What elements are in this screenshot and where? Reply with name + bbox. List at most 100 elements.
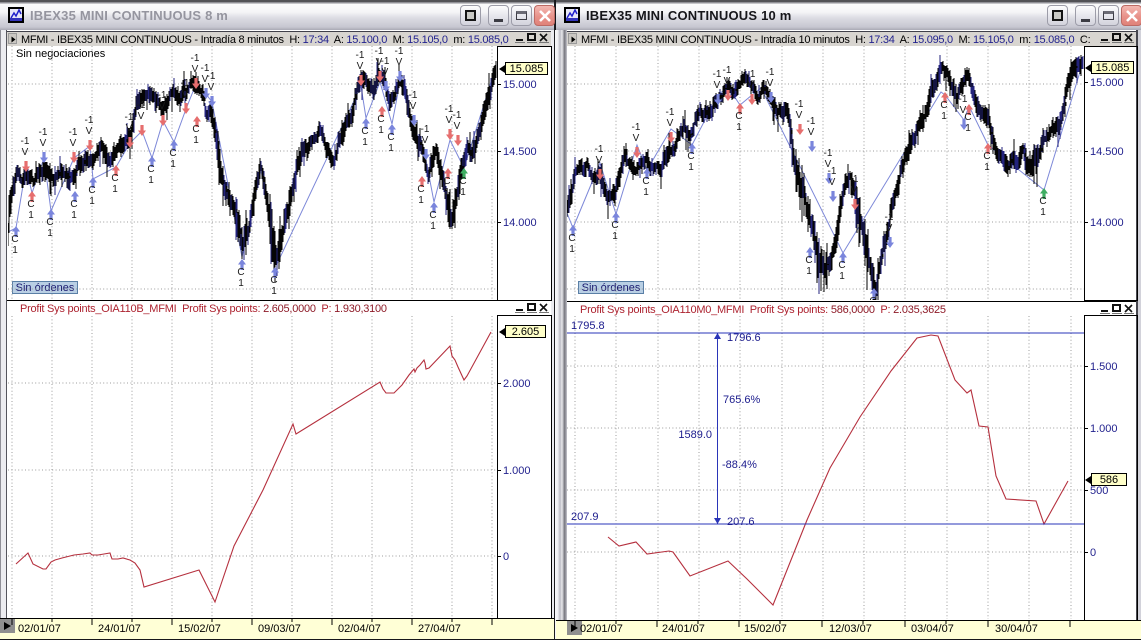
svg-text:V: V — [126, 123, 133, 134]
svg-text:1: 1 — [430, 221, 436, 232]
svg-text:V: V — [376, 57, 383, 68]
svg-text:1: 1 — [444, 187, 450, 198]
svg-text:-1: -1 — [795, 99, 804, 110]
svg-text:-1: -1 — [445, 104, 454, 115]
svg-text:1: 1 — [112, 184, 118, 195]
svg-text:207.9: 207.9 — [571, 511, 599, 523]
svg-text:-1: -1 — [453, 110, 462, 121]
svg-text:1: 1 — [736, 122, 742, 133]
svg-text:V: V — [808, 127, 815, 138]
svg-text:-1: -1 — [181, 78, 190, 89]
svg-text:-1: -1 — [409, 90, 418, 101]
svg-text:-1: -1 — [595, 144, 604, 155]
svg-text:1589.0: 1589.0 — [678, 429, 712, 441]
svg-text:V: V — [454, 121, 461, 132]
svg-text:C: C — [192, 124, 199, 135]
svg-text:-1: -1 — [807, 116, 816, 127]
svg-text:V: V — [422, 135, 429, 146]
svg-text:-1: -1 — [632, 122, 641, 133]
svg-text:-1: -1 — [137, 100, 146, 111]
svg-text:-1: -1 — [824, 148, 833, 159]
svg-text:C: C — [805, 255, 812, 266]
svg-text:V: V — [851, 185, 858, 196]
svg-text:V: V — [357, 61, 364, 72]
svg-text:-1: -1 — [395, 46, 404, 57]
svg-text:-1: -1 — [723, 65, 732, 76]
svg-text:V: V — [825, 159, 832, 170]
svg-text:-1: -1 — [850, 174, 859, 185]
svg-text:V: V — [829, 177, 836, 188]
svg-text:-1: -1 — [21, 136, 30, 147]
svg-text:V: V — [192, 64, 199, 75]
svg-text:V: V — [396, 57, 403, 68]
svg-text:1: 1 — [418, 195, 424, 206]
svg-text:V: V — [70, 138, 77, 149]
svg-text:V: V — [767, 78, 774, 89]
svg-text:1: 1 — [1040, 207, 1046, 218]
svg-text:V: V — [667, 118, 674, 129]
svg-text:C: C — [169, 148, 176, 159]
svg-text:C: C — [417, 184, 424, 195]
svg-text:C: C — [964, 112, 971, 123]
svg-text:V: V — [633, 133, 640, 144]
svg-text:C: C — [377, 114, 384, 125]
svg-text:C: C — [387, 132, 394, 143]
svg-text:C: C — [443, 176, 450, 187]
svg-text:1: 1 — [870, 307, 876, 318]
svg-text:1: 1 — [839, 271, 845, 282]
svg-text:-1: -1 — [201, 63, 210, 74]
svg-text:V: V — [208, 82, 215, 93]
svg-text:-1: -1 — [766, 67, 775, 78]
svg-text:V: V — [724, 76, 731, 87]
svg-text:C: C — [27, 199, 34, 210]
svg-text:V: V — [886, 223, 893, 234]
svg-text:C: C — [1039, 196, 1046, 207]
svg-text:1: 1 — [148, 175, 154, 186]
svg-text:1: 1 — [984, 162, 990, 173]
svg-text:-1: -1 — [713, 69, 722, 80]
svg-text:C: C — [642, 176, 649, 187]
svg-text:-1: -1 — [39, 127, 48, 138]
svg-text:-1: -1 — [747, 69, 756, 80]
svg-text:V: V — [202, 74, 209, 85]
svg-text:207.6: 207.6 — [727, 516, 755, 528]
svg-text:-1: -1 — [885, 212, 894, 223]
svg-text:C: C — [568, 233, 575, 244]
svg-text:C: C — [46, 217, 53, 228]
svg-text:1: 1 — [643, 187, 649, 198]
svg-text:1: 1 — [688, 162, 694, 173]
svg-text:C: C — [270, 275, 277, 286]
svg-text:-1: -1 — [85, 115, 94, 126]
svg-text:1: 1 — [193, 135, 199, 146]
svg-text:C: C — [687, 151, 694, 162]
svg-text:V: V — [446, 115, 453, 126]
svg-text:-1: -1 — [381, 56, 390, 67]
svg-text:1: 1 — [941, 111, 947, 122]
svg-text:V: V — [40, 138, 47, 149]
svg-text:1795.8: 1795.8 — [571, 320, 605, 332]
svg-text:-88.4%: -88.4% — [722, 459, 757, 471]
svg-text:C: C — [983, 151, 990, 162]
svg-text:V: V — [714, 80, 721, 91]
svg-text:-1: -1 — [356, 50, 365, 61]
svg-text:1796.6: 1796.6 — [727, 332, 761, 344]
svg-text:-1: -1 — [959, 94, 968, 105]
svg-text:V: V — [159, 101, 166, 112]
svg-text:V: V — [748, 80, 755, 91]
svg-text:-1: -1 — [828, 166, 837, 177]
svg-text:C: C — [361, 126, 368, 137]
svg-text:-1: -1 — [421, 124, 430, 135]
svg-text:C: C — [70, 199, 77, 210]
svg-text:1: 1 — [965, 123, 971, 134]
svg-text:1: 1 — [71, 210, 77, 221]
svg-text:1: 1 — [612, 231, 618, 242]
svg-text:1: 1 — [806, 266, 812, 277]
svg-text:C: C — [11, 234, 18, 245]
svg-text:V: V — [960, 105, 967, 116]
svg-text:1: 1 — [388, 143, 394, 154]
svg-text:-1: -1 — [158, 90, 167, 101]
svg-text:V: V — [382, 67, 389, 78]
svg-text:1: 1 — [170, 159, 176, 170]
svg-text:C: C — [869, 296, 876, 307]
svg-text:1: 1 — [569, 244, 575, 255]
